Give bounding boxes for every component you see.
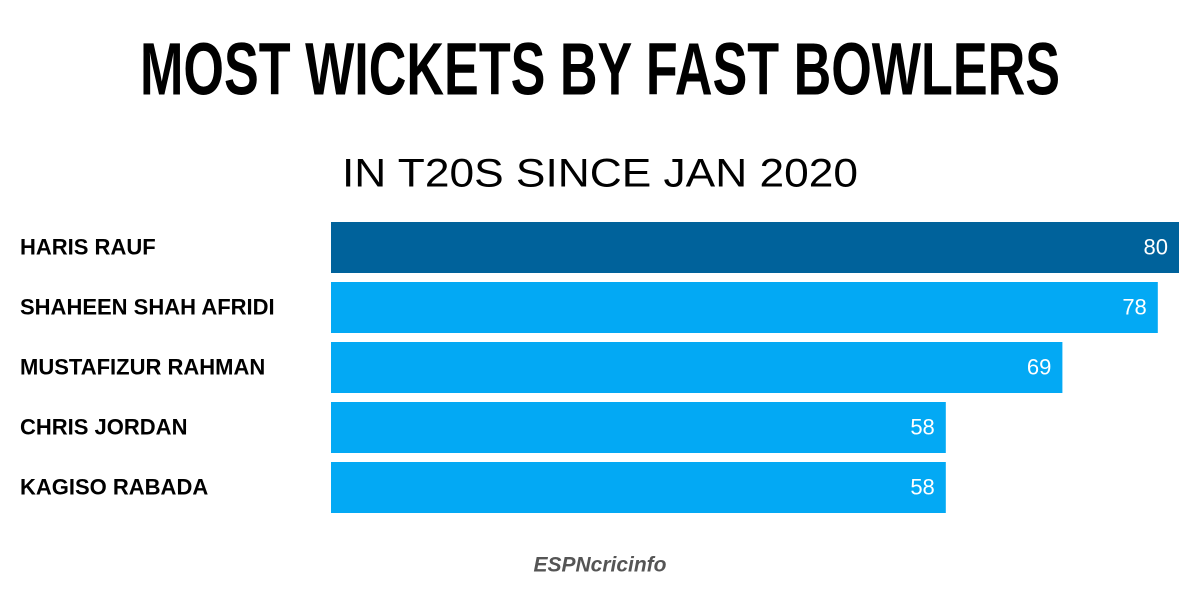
category-label: HARIS RAUF bbox=[20, 234, 156, 259]
source-logo: ESPNcricinfo bbox=[533, 554, 666, 577]
value-label: 80 bbox=[1144, 234, 1168, 259]
bar bbox=[331, 462, 946, 513]
chart-subtitle: IN T20S SINCE JAN 2020 bbox=[342, 152, 858, 196]
chart-title: MOST WICKETS BY FAST BOWLERS bbox=[140, 28, 1060, 111]
value-label: 69 bbox=[1027, 354, 1051, 379]
category-label: KAGISO RABADA bbox=[20, 474, 208, 499]
value-label: 58 bbox=[910, 414, 934, 439]
bar bbox=[331, 342, 1063, 393]
category-label: SHAHEEN SHAH AFRIDI bbox=[20, 294, 275, 319]
category-label: MUSTAFIZUR RAHMAN bbox=[20, 354, 265, 379]
value-label: 78 bbox=[1122, 294, 1146, 319]
value-label: 58 bbox=[910, 474, 934, 499]
category-label: CHRIS JORDAN bbox=[20, 414, 187, 439]
bar bbox=[331, 402, 946, 453]
bar bbox=[331, 282, 1158, 333]
bar bbox=[331, 222, 1179, 273]
